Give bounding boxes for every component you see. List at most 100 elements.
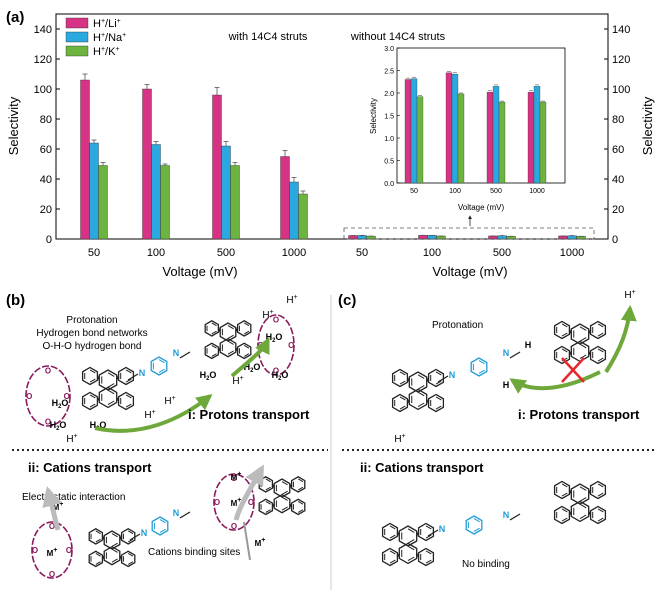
proton-label: H+ bbox=[66, 433, 77, 445]
bond bbox=[509, 513, 521, 521]
phenyl-ring-bond bbox=[597, 348, 604, 353]
oxygen-label: O bbox=[49, 570, 55, 579]
proton-arrow bbox=[94, 394, 213, 433]
inset-bar bbox=[404, 79, 412, 184]
phenyl-ring-bond bbox=[425, 559, 432, 564]
bond bbox=[179, 351, 191, 359]
y-tick-label: 120 bbox=[34, 54, 52, 66]
phenyl-ring-bond bbox=[597, 323, 604, 328]
plot-frame bbox=[55, 13, 609, 240]
phenyl-ring bbox=[117, 366, 135, 386]
phenyl-ring-bond bbox=[243, 353, 250, 357]
core-ring-bond bbox=[107, 372, 115, 377]
oxygen-label: O bbox=[64, 392, 70, 401]
y-axis-label-left: Selectivity bbox=[6, 96, 21, 155]
y-tick-label-right: 120 bbox=[612, 54, 630, 66]
proton-label: H+ bbox=[394, 433, 405, 445]
phenyl-ring bbox=[589, 505, 607, 525]
phenyl-ring-bond bbox=[435, 396, 442, 401]
inset-bar bbox=[416, 96, 424, 184]
bar bbox=[357, 235, 367, 240]
bar bbox=[506, 236, 516, 240]
bar bbox=[289, 181, 299, 240]
inset-bar bbox=[527, 91, 535, 184]
bar bbox=[567, 235, 577, 240]
oxygen-label: O bbox=[273, 316, 279, 325]
phenyl-ring-bond bbox=[127, 552, 134, 557]
water-label: H2O bbox=[272, 370, 289, 382]
phenyl-ring bbox=[88, 550, 104, 568]
core-ring-bond bbox=[281, 490, 288, 495]
inset-y-axis: 0.0 0.5 1.0 1.5 2.0 2.5 3.0 bbox=[384, 46, 400, 188]
phenyl-ring bbox=[117, 391, 135, 411]
core-ring bbox=[570, 323, 590, 345]
blocked-cross bbox=[561, 357, 585, 383]
cation-arrow bbox=[42, 486, 62, 531]
bar bbox=[418, 235, 428, 240]
core-ring-bond bbox=[227, 325, 234, 330]
bond bbox=[127, 373, 139, 381]
metal-ion-label: M+ bbox=[255, 537, 266, 548]
core-ring-bond bbox=[107, 383, 115, 388]
inset-bar bbox=[539, 101, 547, 184]
phenyl-ring-bond bbox=[597, 508, 604, 513]
bar bbox=[576, 236, 586, 240]
core-ring bbox=[103, 545, 121, 566]
phenyl-ring bbox=[589, 320, 607, 340]
inset-y-tick-label: 0.5 bbox=[384, 159, 394, 166]
x-tick-label: 500 bbox=[493, 247, 511, 259]
y-tick-label: 60 bbox=[40, 144, 52, 156]
phenyl-ring bbox=[427, 368, 445, 388]
nitrogen-label: N bbox=[173, 508, 180, 518]
bar bbox=[221, 145, 231, 240]
bar bbox=[80, 79, 90, 240]
bar bbox=[497, 235, 507, 240]
core-ring-bond bbox=[227, 340, 234, 345]
b-cations-title: ii: Cations transport bbox=[28, 460, 152, 475]
legend: H+/Li+ H+/Na+ H+/K+ bbox=[65, 17, 126, 58]
oxygen-label: O bbox=[45, 418, 51, 427]
phenyl-ring-bond bbox=[425, 525, 432, 530]
panel-label-a: (a) bbox=[6, 9, 24, 26]
inset-bar bbox=[486, 91, 494, 184]
phenyl-ring-bond bbox=[561, 348, 568, 353]
bar bbox=[280, 156, 290, 240]
c-cations-title: ii: Cations transport bbox=[360, 460, 484, 475]
bar bbox=[98, 165, 108, 240]
bond bbox=[509, 351, 521, 359]
oxygen-label: O bbox=[32, 546, 38, 555]
inset-y-axis-label: Selectivity bbox=[369, 98, 378, 134]
phenyl-ring-bond bbox=[265, 486, 271, 491]
inset-x-tick-label: 50 bbox=[410, 188, 418, 195]
y-tick-label-right: 100 bbox=[612, 84, 630, 96]
linker-ring bbox=[151, 516, 169, 536]
linker-ring-bond bbox=[159, 519, 166, 524]
phenyl-ring bbox=[236, 342, 252, 360]
phenyl-ring-bond bbox=[211, 344, 217, 349]
phenyl-ring-bond bbox=[125, 403, 132, 408]
phenyl-ring-bond bbox=[399, 380, 406, 385]
linker-ring-bond bbox=[473, 518, 480, 523]
phenyl-ring-bond bbox=[89, 378, 96, 383]
phenyl-ring-bond bbox=[561, 508, 568, 513]
proton-arrow bbox=[230, 337, 270, 378]
core-ring-bond bbox=[579, 337, 587, 342]
water-label: H2O bbox=[244, 362, 261, 374]
phenyl-ring bbox=[553, 505, 571, 525]
phenyl-ring-bond bbox=[125, 378, 132, 383]
inset-x-tick-label: 1000 bbox=[529, 188, 545, 195]
inset-bar bbox=[410, 78, 418, 184]
nitrogen-label: N bbox=[503, 510, 510, 520]
core-ring-bond bbox=[281, 506, 288, 511]
x-tick-label: 1000 bbox=[282, 247, 306, 259]
hydrogen-networks-label: Hydrogen bond networks bbox=[36, 328, 147, 339]
oxygen-label: O bbox=[45, 367, 51, 376]
phenyl-ring bbox=[204, 320, 220, 337]
oxygen-label: O bbox=[288, 341, 294, 350]
y-tick-label: 40 bbox=[40, 174, 52, 186]
y-tick-label-right: 40 bbox=[612, 174, 624, 186]
phenyl-ring bbox=[391, 368, 409, 388]
phenyl-ring-bond bbox=[399, 371, 406, 376]
core-ring-bond bbox=[111, 533, 118, 538]
inset-y-tick-label: 2.5 bbox=[384, 69, 394, 76]
